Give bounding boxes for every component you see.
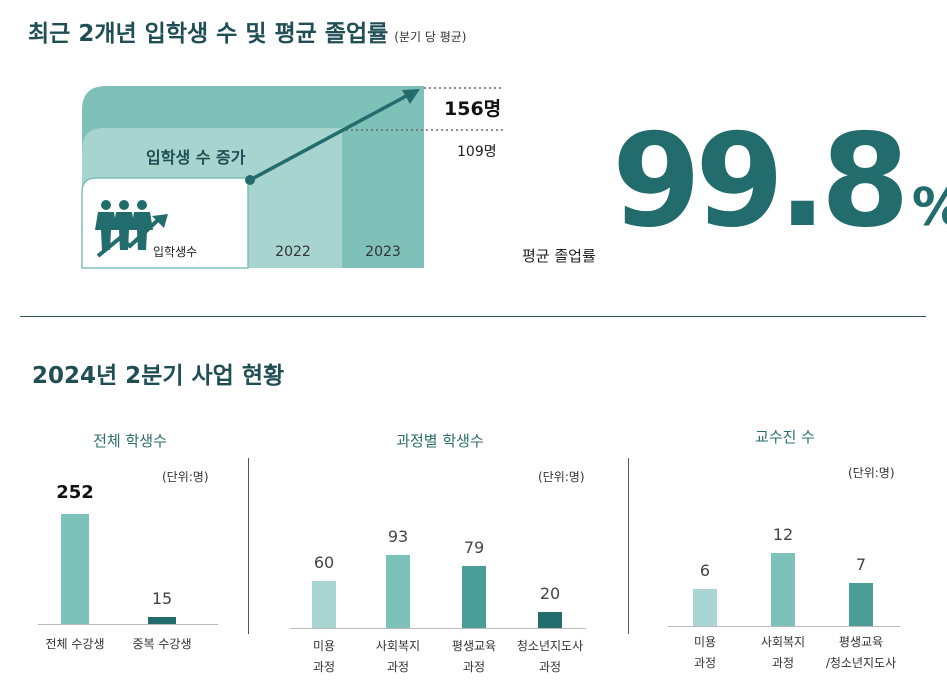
chart-category-label: 청소년지도사 과정 <box>516 639 584 674</box>
panel-total-students: 전체 학생수 (단위:명) 252 전체 수강생 15 중복 수강생 <box>20 420 240 690</box>
chart-data-label: 252 <box>56 482 94 503</box>
graduation-label: 평균 졸업률 <box>522 247 596 265</box>
section-divider <box>20 316 926 317</box>
chart-bar <box>693 589 717 626</box>
graduation-rate: 99.8% <box>612 118 947 246</box>
graduation-rate-unit: % <box>912 178 947 238</box>
year-label-2022: 2022 <box>275 244 311 260</box>
value-2023: 156명 <box>444 98 502 120</box>
chart-data-label: 12 <box>772 524 794 544</box>
growth-arrow-start <box>245 175 255 185</box>
page-title-text: 최근 2개년 입학생 수 및 평균 졸업률 <box>28 21 389 47</box>
chart-bar <box>61 514 89 624</box>
chart-data-label: 7 <box>855 555 867 575</box>
chart-data-label: 6 <box>699 561 711 581</box>
chart-category-label: 중복 수강생 <box>132 637 192 651</box>
section-title: 2024년 2분기 사업 현황 <box>32 363 285 389</box>
people-growth-icon <box>95 200 168 258</box>
chart-baseline <box>290 628 586 629</box>
chart-category-label: 전체 수강생 <box>45 637 105 651</box>
chart-bar <box>386 554 410 628</box>
panel-separator-1 <box>248 458 249 634</box>
chart-bar <box>849 583 873 626</box>
chart-bar <box>771 552 795 626</box>
chart-data-label: 93 <box>387 526 409 546</box>
chart-category-label: 미용 과정 <box>312 639 336 674</box>
page-subtitle: (분기 당 평균) <box>394 30 467 44</box>
chart-data-label: 20 <box>539 584 561 604</box>
chart-baseline <box>668 626 900 627</box>
panel-unit: (단위:명) <box>848 466 895 480</box>
growth-arrow-head <box>402 89 420 104</box>
chart-baseline <box>38 624 218 625</box>
chart-category-label: 사회복지 과정 <box>375 639 421 674</box>
chart-bar <box>462 565 486 628</box>
bar-2022 <box>248 128 342 268</box>
enrollment-icon-label: 입학생수 <box>153 245 198 259</box>
enrollment-increase-label: 입학생 수 증가 <box>146 148 246 167</box>
chart-category-label: 사회복지 과정 <box>760 635 806 670</box>
panel-separator-2 <box>628 458 629 634</box>
panel-title: 과정별 학생수 <box>396 432 484 450</box>
chart-data-label: 15 <box>151 589 173 609</box>
value-2022: 109명 <box>457 144 497 160</box>
page-title: 최근 2개년 입학생 수 및 평균 졸업률 (분기 당 평균) <box>28 14 467 48</box>
panel-unit: (단위:명) <box>538 470 585 484</box>
growth-arrow-line <box>249 92 411 182</box>
panel-title: 교수진 수 <box>755 428 815 446</box>
chart-data-label: 79 <box>463 537 485 557</box>
year-label-2023: 2023 <box>365 244 401 260</box>
chart-data-label: 60 <box>313 552 335 572</box>
chart-category-label: 평생교육 /청소년지도사 <box>825 635 897 670</box>
chart-bar <box>312 580 336 628</box>
panel-course-students: 과정별 학생수 (단위:명) 60 미용 과정 93 사회복지 과정 79 평생교육 과정… <box>270 420 610 690</box>
bar-2023 <box>342 128 424 268</box>
graduation-rate-value: 99.8 <box>612 107 910 256</box>
panel-unit: (단위:명) <box>162 470 209 484</box>
chart-bar <box>148 617 176 624</box>
chart-category-label: 미용 과정 <box>693 635 717 670</box>
chart-bar <box>538 612 562 628</box>
panel-title: 전체 학생수 <box>93 432 167 450</box>
enrollment-infographic <box>81 86 504 269</box>
chart-category-label: 평생교육 과정 <box>451 639 497 674</box>
panel-faculty: 교수진 수 (단위:명) 6 미용 과정 12 사회복지 과정 7 평생교육 /청소년지도… <box>650 420 920 690</box>
